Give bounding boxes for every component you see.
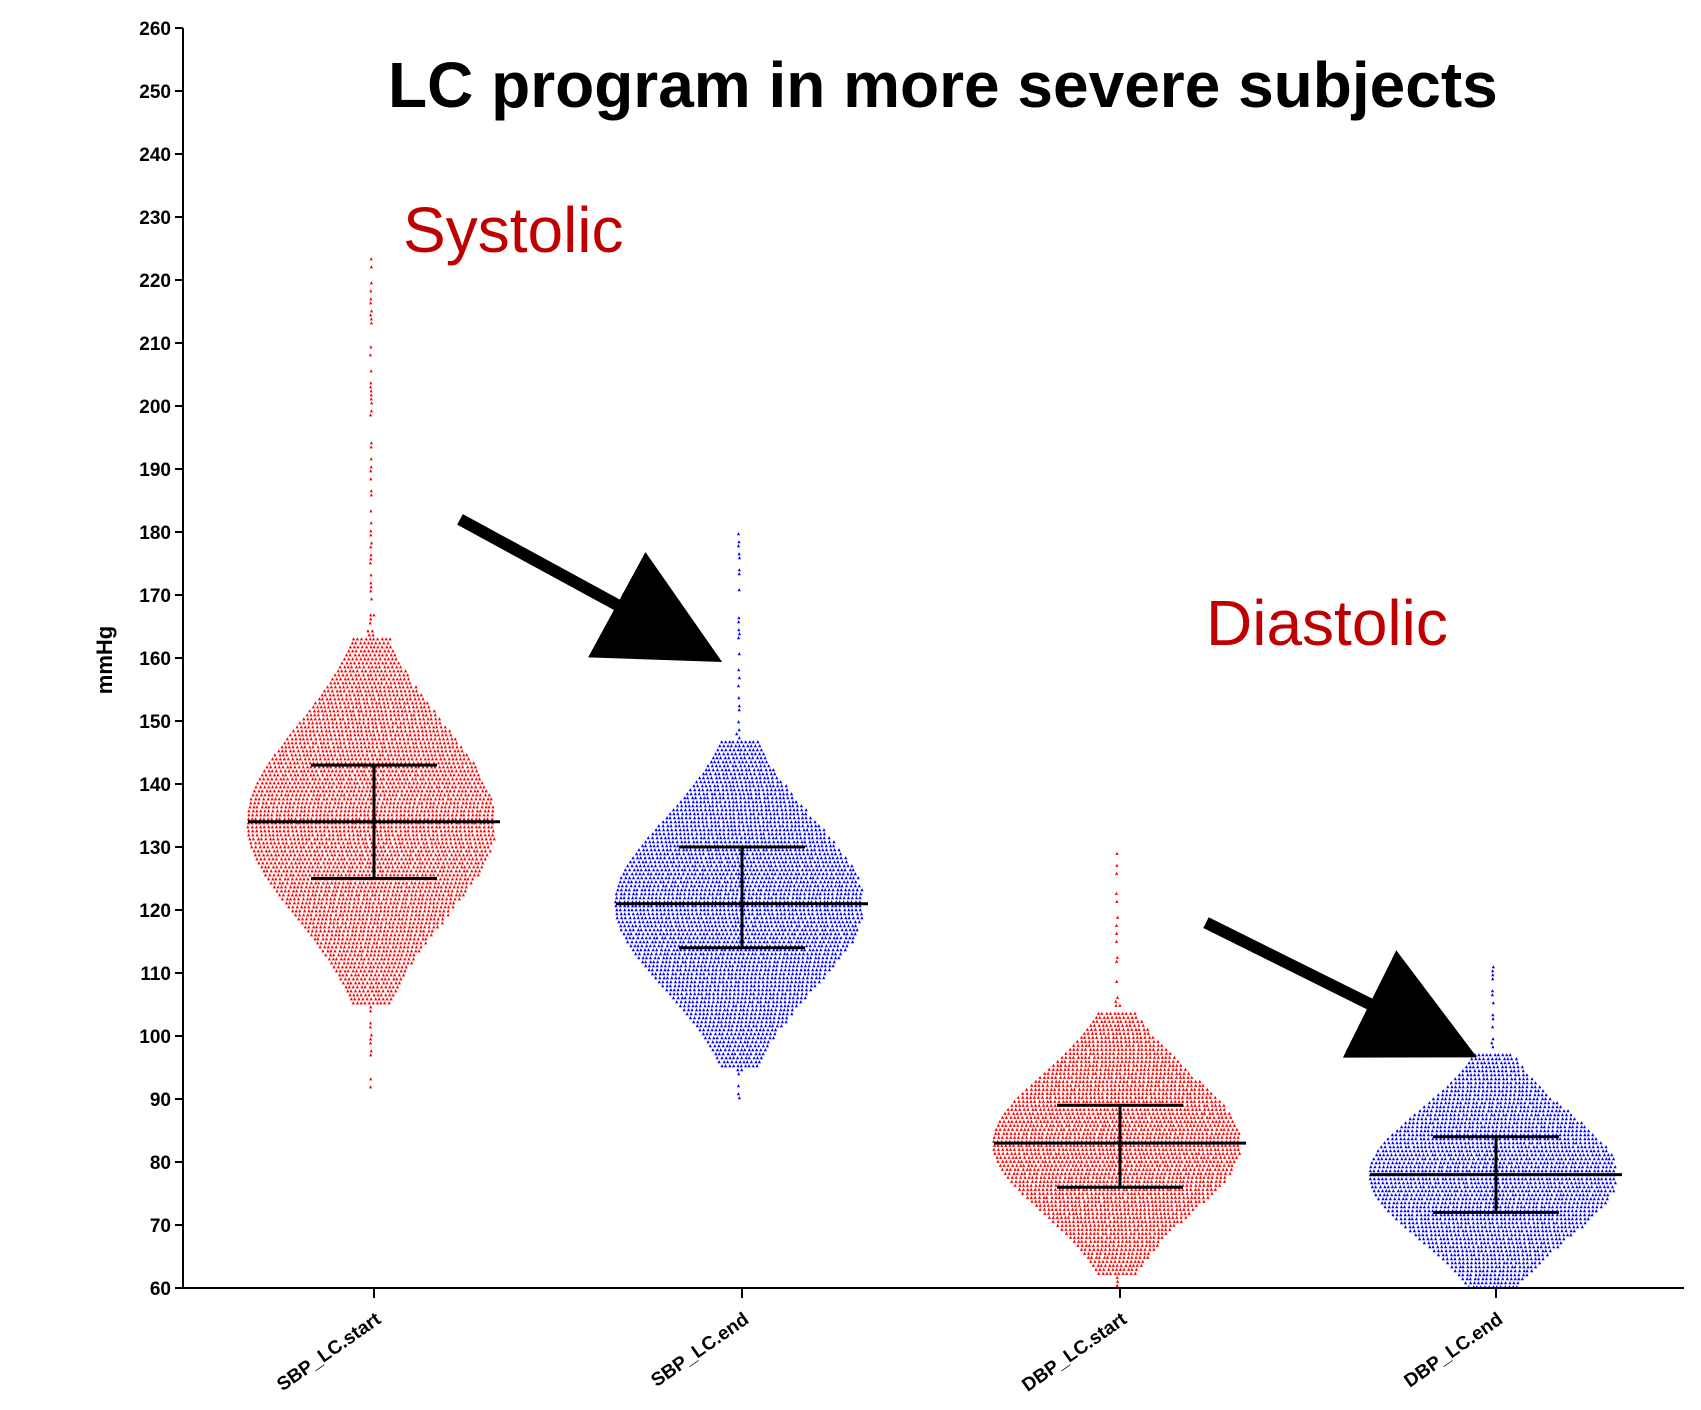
y-axis-label: mmHg <box>92 626 117 694</box>
series-points-DBP_LC.end <box>1368 965 1617 1289</box>
chart-title: LC program in more severe subjects <box>388 49 1498 121</box>
data-points <box>246 257 1617 1289</box>
y-tick-label: 260 <box>139 19 171 40</box>
trend-arrow <box>457 514 723 663</box>
y-tick-label: 150 <box>139 712 171 733</box>
y-tick-label: 80 <box>150 1153 171 1174</box>
y-tick-label: 200 <box>139 397 171 418</box>
mean-sd-SBP_LC.start <box>248 763 500 880</box>
mean-sd-DBP_LC.start <box>994 1103 1246 1189</box>
series-points-SBP_LC.start <box>246 257 496 1089</box>
series-points-DBP_LC.start <box>991 851 1242 1287</box>
y-tick-label: 160 <box>139 649 171 670</box>
y-tick-label: 240 <box>139 145 171 166</box>
y-tick-label: 100 <box>139 1027 171 1048</box>
mean-sd-SBP_LC.end <box>616 845 868 950</box>
x-category-label: DBP_LC.end <box>1401 1309 1507 1392</box>
x-category-label: DBP_LC.start <box>1018 1309 1131 1397</box>
y-ticks: 60 70 80 90 100 110 120 130 140 150 160 170 180 190 20… <box>139 19 183 1300</box>
x-categories: SBP_LC.start SBP_LC.end DBP_LC.start DBP_LC… <box>273 1288 1507 1396</box>
annotation-systolic: Systolic <box>403 194 624 266</box>
y-tick-label: 140 <box>139 775 171 796</box>
y-tick-label: 210 <box>139 334 171 355</box>
x-category-label: SBP_LC.start <box>273 1309 385 1396</box>
trend-arrow <box>1203 917 1477 1058</box>
y-tick-label: 130 <box>139 838 171 859</box>
point-cloud <box>991 851 1242 1287</box>
point-cloud <box>1368 965 1617 1289</box>
mean-sd-bars <box>248 763 1622 1214</box>
series-points-SBP_LC.end <box>613 532 864 1100</box>
y-tick-label: 180 <box>139 523 171 544</box>
y-tick-label: 220 <box>139 271 171 292</box>
point-cloud <box>246 257 496 1089</box>
point-cloud <box>613 532 864 1100</box>
y-tick-label: 170 <box>139 586 171 607</box>
y-tick-label: 230 <box>139 208 171 229</box>
y-tick-label: 70 <box>150 1216 171 1237</box>
y-tick-label: 90 <box>150 1090 171 1111</box>
y-tick-label: 190 <box>139 460 171 481</box>
y-tick-label: 120 <box>139 901 171 922</box>
mean-sd-DBP_LC.end <box>1370 1135 1622 1214</box>
y-tick-label: 250 <box>139 82 171 103</box>
x-category-label: SBP_LC.end <box>647 1309 752 1392</box>
y-tick-label: 110 <box>140 964 171 985</box>
y-tick-label: 60 <box>150 1279 171 1300</box>
arrows <box>457 514 1477 1058</box>
annotation-diastolic: Diastolic <box>1206 587 1448 659</box>
